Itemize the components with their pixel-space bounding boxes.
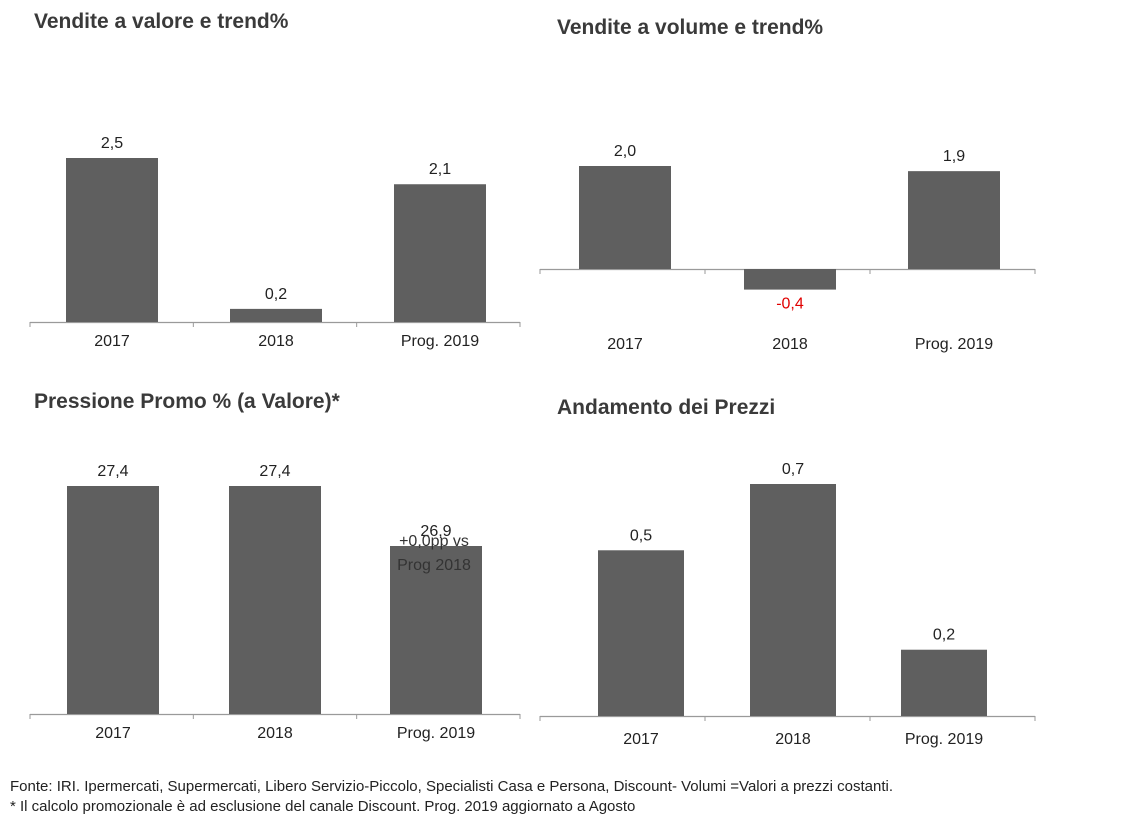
value-label-2: 0,7	[782, 461, 804, 478]
chart-title: Pressione Promo % (a Valore)*	[34, 390, 340, 413]
chart-title: Vendite a volume e trend%	[557, 16, 824, 39]
category-label-2: 2018	[775, 731, 811, 748]
promo-footnote: * Il calcolo promozionale è ad esclusion…	[10, 798, 636, 815]
bar-2	[230, 308, 322, 322]
category-label-3: Prog. 2019	[397, 725, 475, 742]
bar-3	[901, 649, 987, 716]
value-label-1: 2,5	[101, 135, 123, 152]
value-label-3: 1,9	[943, 148, 965, 165]
category-label-2: 2018	[258, 333, 294, 350]
category-label-1: 2017	[623, 731, 659, 748]
value-label-2: -0,4	[776, 296, 804, 313]
annotation-line-2: Prog 2018	[397, 557, 471, 574]
category-label-1: 2017	[95, 725, 131, 742]
value-label-2: 27,4	[259, 463, 290, 480]
value-label-3: 2,1	[429, 161, 451, 178]
value-label-3: 26,9	[420, 523, 451, 540]
bar-1	[67, 486, 159, 714]
source-footnote: Fonte: IRI. Ipermercati, Supermercati, L…	[10, 778, 894, 795]
category-label-3: Prog. 2019	[915, 336, 993, 353]
bar-2	[229, 486, 321, 714]
bar-2	[744, 269, 836, 290]
category-label-1: 2017	[607, 336, 643, 353]
category-label-2: 2018	[257, 725, 293, 742]
category-label-1: 2017	[94, 333, 130, 350]
chart-title: Andamento dei Prezzi	[557, 396, 776, 419]
category-label-3: Prog. 2019	[905, 731, 983, 748]
value-label-1: 27,4	[97, 463, 128, 480]
value-label-3: 0,2	[933, 627, 955, 644]
bar-3	[394, 184, 486, 322]
category-label-3: Prog. 2019	[401, 333, 479, 350]
bar-3	[390, 546, 482, 714]
value-label-1: 0,5	[630, 527, 652, 544]
value-label-1: 2,0	[614, 143, 636, 160]
category-label-2: 2018	[772, 336, 808, 353]
annotation-line-1: +0,0pp vs	[399, 533, 469, 550]
bar-1	[579, 166, 671, 269]
chart-title: Vendite a valore e trend%	[34, 10, 289, 33]
bar-1	[66, 158, 158, 322]
value-label-2: 0,2	[265, 286, 287, 303]
bar-1	[598, 550, 684, 716]
bar-2	[750, 484, 836, 716]
bar-3	[908, 171, 1000, 269]
